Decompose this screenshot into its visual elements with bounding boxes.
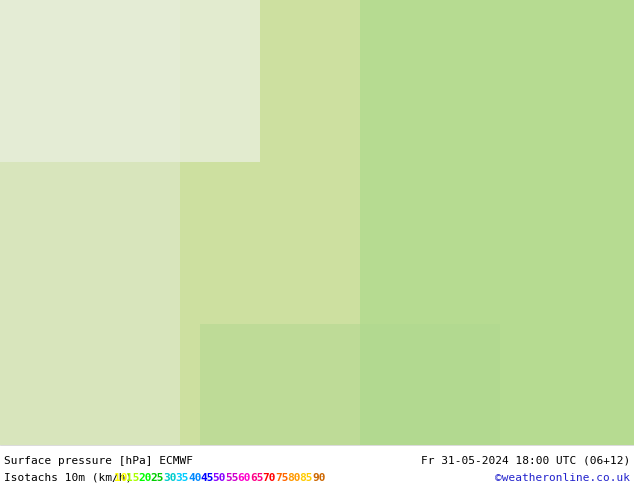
Text: 55: 55 <box>225 473 238 483</box>
Text: 50: 50 <box>213 473 226 483</box>
Bar <box>360 0 634 445</box>
Text: Surface pressure [hPa] ECMWF: Surface pressure [hPa] ECMWF <box>4 456 193 466</box>
Text: 85: 85 <box>299 473 313 483</box>
Text: 20: 20 <box>138 473 152 483</box>
Bar <box>0 0 260 162</box>
Text: 65: 65 <box>250 473 264 483</box>
Text: 25: 25 <box>151 473 164 483</box>
Bar <box>0 0 180 445</box>
Text: 35: 35 <box>176 473 189 483</box>
Text: 80: 80 <box>287 473 301 483</box>
Text: 45: 45 <box>200 473 214 483</box>
Text: 10: 10 <box>113 473 127 483</box>
Bar <box>200 323 500 445</box>
Text: 40: 40 <box>188 473 202 483</box>
Text: 15: 15 <box>126 473 139 483</box>
Text: 70: 70 <box>262 473 276 483</box>
Text: Isotachs 10m (km/h): Isotachs 10m (km/h) <box>4 473 133 483</box>
Text: 30: 30 <box>163 473 177 483</box>
Text: ©weatheronline.co.uk: ©weatheronline.co.uk <box>495 473 630 483</box>
Text: 60: 60 <box>238 473 251 483</box>
Text: 75: 75 <box>275 473 288 483</box>
Text: Fr 31-05-2024 18:00 UTC (06+12): Fr 31-05-2024 18:00 UTC (06+12) <box>421 456 630 466</box>
Text: 90: 90 <box>312 473 325 483</box>
